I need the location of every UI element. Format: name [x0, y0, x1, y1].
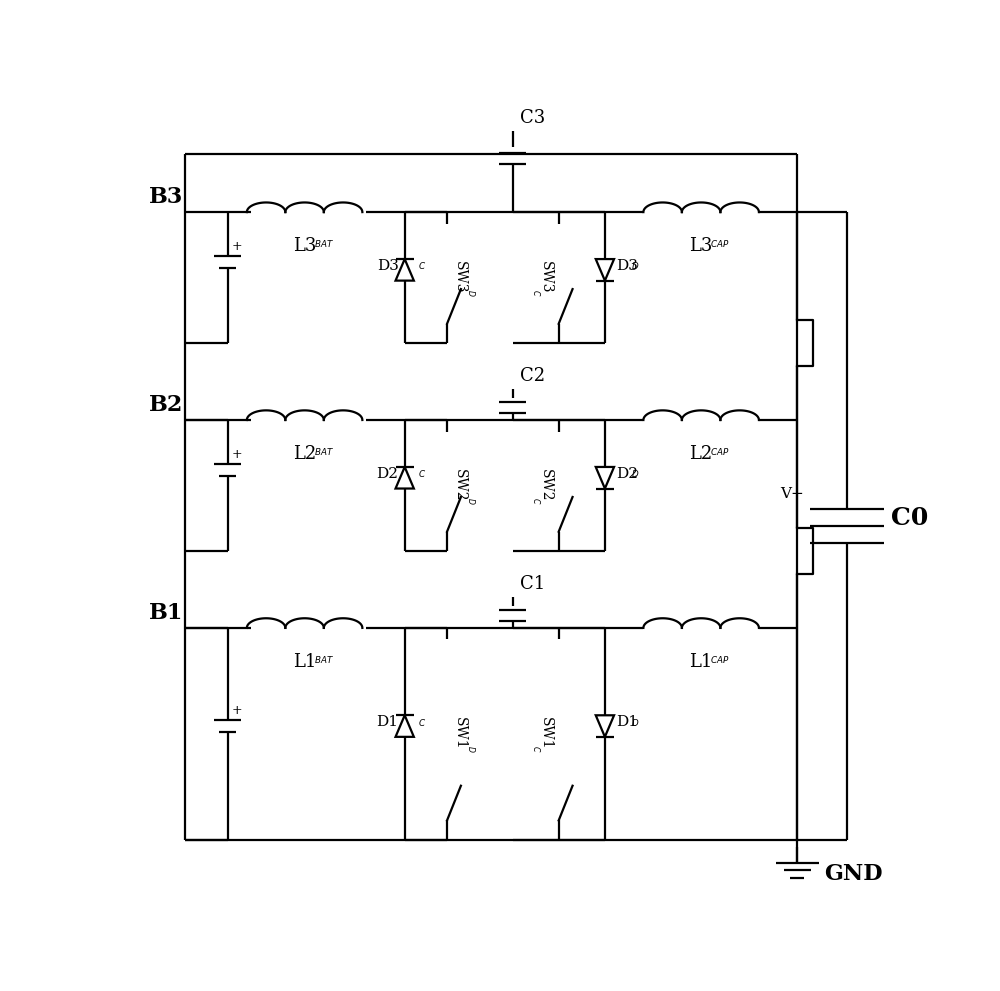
Text: $_{CAP}$: $_{CAP}$: [710, 445, 730, 458]
Text: V−: V−: [781, 487, 804, 500]
Text: SW2: SW2: [539, 469, 553, 501]
Text: D3: D3: [377, 259, 399, 273]
Text: L1: L1: [293, 652, 316, 671]
Text: SW2: SW2: [453, 469, 467, 501]
Text: L2: L2: [690, 445, 713, 463]
Text: D2: D2: [616, 467, 638, 481]
Text: SW3: SW3: [453, 262, 467, 293]
Text: B3: B3: [149, 186, 183, 208]
Text: $_{BAT}$: $_{BAT}$: [314, 237, 334, 250]
Text: $_{CAP}$: $_{CAP}$: [710, 237, 730, 250]
Text: L2: L2: [293, 445, 316, 463]
Text: GND: GND: [824, 863, 883, 885]
Text: B2: B2: [149, 394, 183, 416]
Text: B1: B1: [149, 603, 183, 624]
Text: +: +: [231, 240, 242, 253]
Text: D1: D1: [616, 716, 638, 729]
Text: $_C$: $_C$: [529, 745, 542, 753]
Text: $_{BAT}$: $_{BAT}$: [314, 445, 334, 458]
Text: $_D$: $_D$: [464, 745, 476, 753]
Text: $_D$: $_D$: [464, 497, 476, 504]
Text: $_C$: $_C$: [418, 260, 426, 273]
Text: $_D$: $_D$: [631, 716, 640, 728]
Text: $_C$: $_C$: [418, 716, 426, 728]
Text: $_C$: $_C$: [529, 289, 542, 296]
Text: $_D$: $_D$: [631, 260, 640, 273]
Text: C3: C3: [520, 109, 545, 128]
Text: $_C$: $_C$: [418, 468, 426, 481]
Text: +: +: [231, 448, 242, 461]
Text: $_C$: $_C$: [529, 497, 542, 504]
Text: $_D$: $_D$: [631, 468, 640, 481]
Text: L1: L1: [689, 652, 713, 671]
Text: C2: C2: [520, 368, 545, 385]
Text: D1: D1: [377, 716, 399, 729]
Text: $_{BAT}$: $_{BAT}$: [314, 652, 334, 666]
Text: SW3: SW3: [539, 262, 553, 293]
Text: $_{CAP}$: $_{CAP}$: [710, 652, 730, 666]
Text: +: +: [231, 704, 242, 716]
Text: SW1: SW1: [453, 717, 467, 750]
Text: $_D$: $_D$: [464, 289, 476, 296]
Text: C0: C0: [891, 506, 928, 530]
Text: L3: L3: [293, 237, 316, 255]
Text: L3: L3: [689, 237, 713, 255]
Text: D3: D3: [616, 259, 638, 273]
Text: C1: C1: [520, 575, 545, 594]
Text: SW1: SW1: [539, 717, 553, 750]
Text: D2: D2: [377, 467, 399, 481]
